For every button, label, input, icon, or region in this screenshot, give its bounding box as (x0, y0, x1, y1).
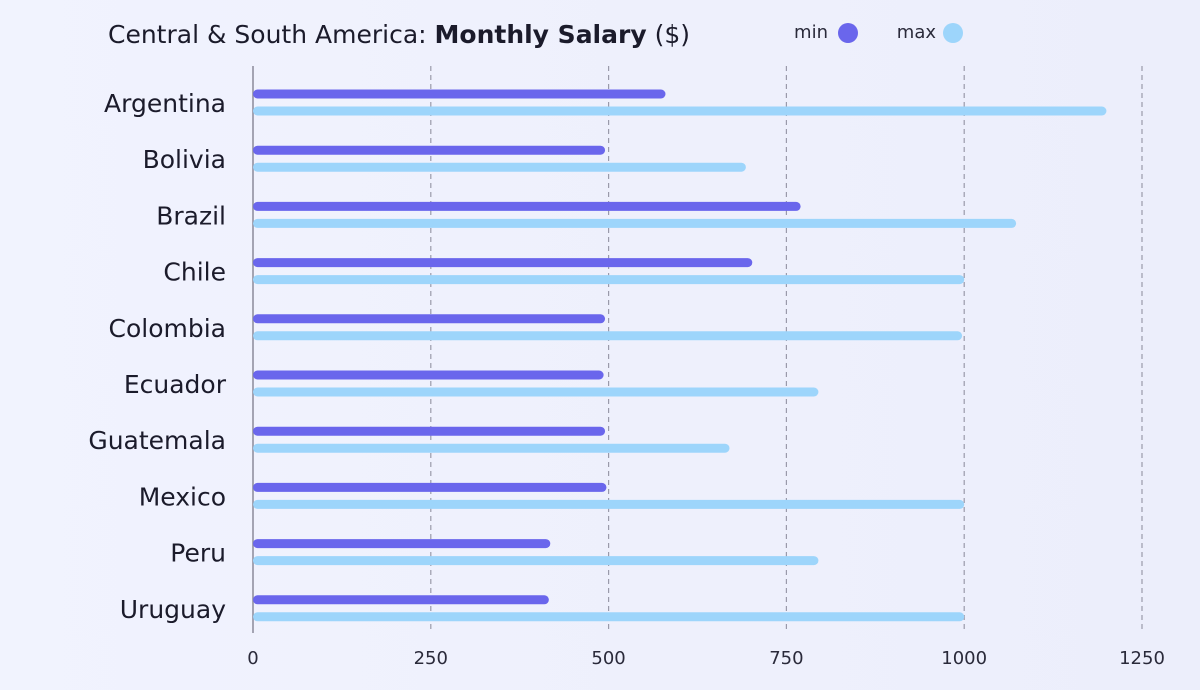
x-tick-label: 1000 (941, 648, 987, 669)
bar-min-bolivia (253, 145, 606, 155)
category-label-ecuador: Ecuador (124, 370, 227, 399)
bar-max-argentina (253, 106, 1107, 116)
chart-title-suffix: ($) (647, 20, 690, 49)
category-label-argentina: Argentina (104, 89, 226, 118)
category-label-colombia: Colombia (109, 314, 226, 343)
bar-min-colombia (253, 314, 606, 324)
x-tick-label: 250 (414, 648, 448, 669)
chart-title-bold: Monthly Salary (435, 20, 647, 49)
legend-label-max: max (897, 22, 937, 43)
x-tick-label: 500 (591, 648, 625, 669)
category-labels: Argentina Bolivia Brazil Chile Colombia Ecuad… (88, 89, 226, 624)
x-axis-ticks: 0 250 500 750 1000 1250 (247, 648, 1165, 669)
grid (252, 66, 1143, 633)
bar-max-bolivia (253, 162, 746, 172)
x-tick-label: 0 (247, 648, 258, 669)
bar-min-guatemala (253, 426, 606, 436)
bar-max-ecuador (253, 387, 819, 397)
bar-max-chile (253, 275, 965, 285)
x-tick-label: 750 (769, 648, 803, 669)
bar-max-colombia (253, 331, 963, 341)
bar-min-mexico (253, 482, 607, 492)
legend-swatch-max (943, 23, 963, 43)
category-label-bolivia: Bolivia (143, 145, 226, 174)
x-tick-label: 1250 (1119, 648, 1165, 669)
category-label-uruguay: Uruguay (120, 595, 226, 624)
category-label-mexico: Mexico (139, 482, 226, 511)
bar-max-guatemala (253, 443, 730, 453)
category-label-brazil: Brazil (156, 201, 226, 230)
bars (253, 89, 1107, 622)
legend-label-min: min (794, 22, 828, 43)
category-label-guatemala: Guatemala (88, 426, 226, 455)
bar-min-brazil (253, 201, 801, 211)
bar-max-peru (253, 556, 819, 566)
bar-min-ecuador (253, 370, 604, 380)
bar-max-uruguay (253, 612, 965, 622)
bar-min-uruguay (253, 595, 549, 605)
chart-title-prefix: Central & South America: (108, 20, 435, 49)
category-label-peru: Peru (170, 539, 226, 568)
bar-min-peru (253, 539, 551, 549)
bar-min-chile (253, 258, 753, 268)
bar-min-argentina (253, 89, 666, 99)
bar-max-brazil (253, 218, 1017, 228)
legend-swatch-min (838, 23, 858, 43)
bar-max-mexico (253, 499, 965, 509)
chart-title: Central & South America: Monthly Salary … (108, 20, 690, 49)
legend: min max (794, 22, 963, 43)
category-label-chile: Chile (163, 258, 226, 287)
